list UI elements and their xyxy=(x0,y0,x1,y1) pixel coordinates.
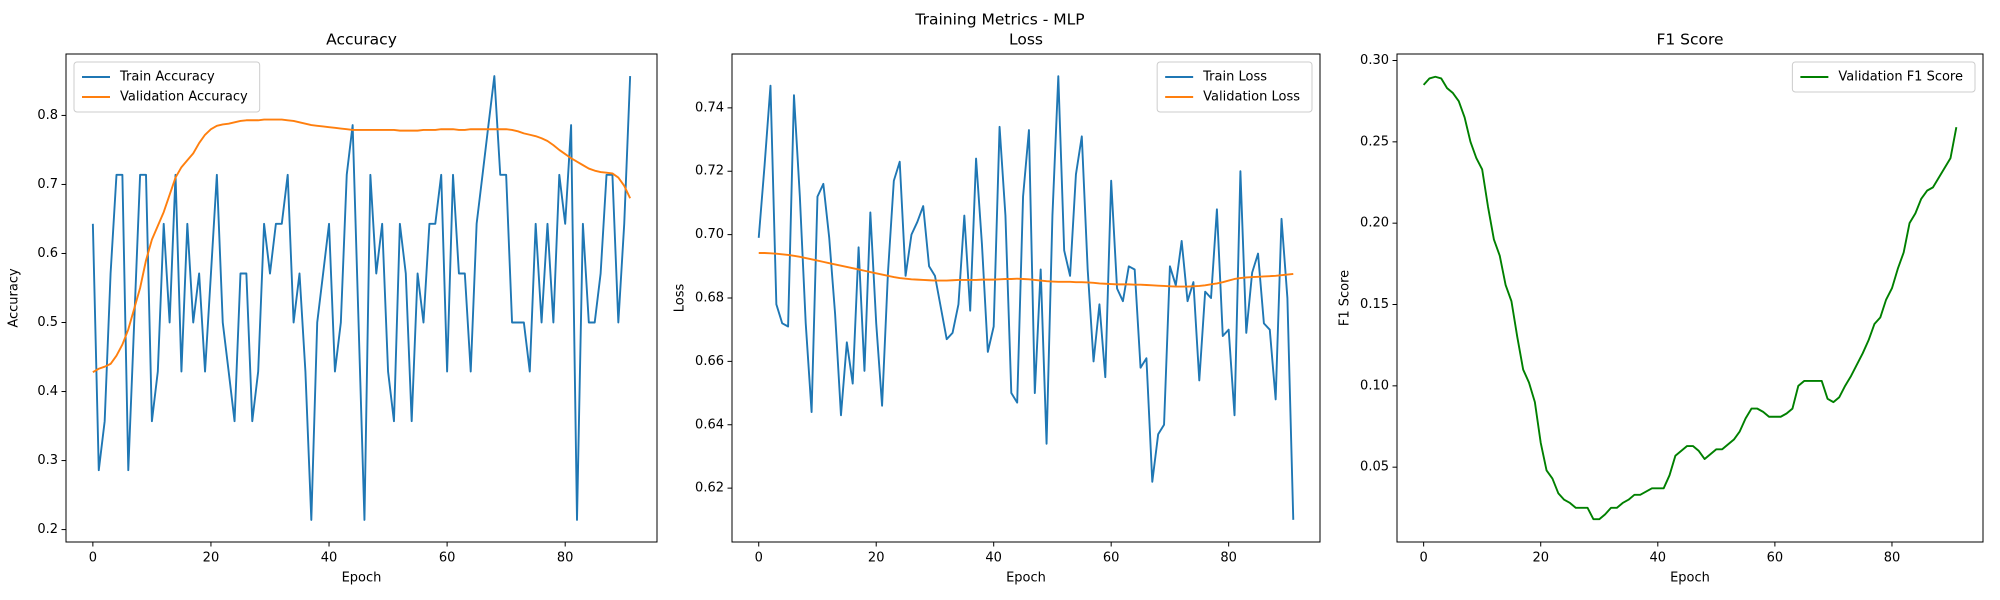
y-tick-label: 0.70 xyxy=(695,227,724,242)
y-tick-label: 0.68 xyxy=(695,291,724,306)
y-axis-label: F1 Score xyxy=(1338,270,1353,326)
legend-box xyxy=(1791,61,1976,93)
line xyxy=(1422,75,1958,521)
line xyxy=(91,75,632,521)
y-tick-label: 0.8 xyxy=(37,108,58,123)
x-tick-label: 40 xyxy=(985,551,1002,566)
subplot-title: F1 Score xyxy=(1656,31,1723,49)
x-tick-label: 20 xyxy=(203,551,220,566)
x-tick-label: 40 xyxy=(321,551,338,566)
plot-frame xyxy=(65,53,658,543)
legend-label: Train Loss xyxy=(1202,70,1267,85)
subplot-title: Loss xyxy=(1009,31,1043,49)
subplot-title: Accuracy xyxy=(326,31,397,49)
y-axis-label: Accuracy xyxy=(7,268,22,328)
line xyxy=(757,75,1295,520)
legend: Train Accuracy Validation Accuracy xyxy=(73,61,261,113)
y-tick-label: 0.66 xyxy=(695,354,724,369)
x-tick-label: 0 xyxy=(89,551,97,566)
y-axis-label: Loss xyxy=(673,284,688,313)
figure-title: Training Metrics - MLP xyxy=(914,11,1084,29)
plot-frame xyxy=(1396,53,1984,543)
y-tick-label: 0.3 xyxy=(37,453,58,468)
line xyxy=(758,252,1294,288)
x-tick-label: 0 xyxy=(1419,551,1427,566)
y-tick-label: 0.7 xyxy=(37,177,58,192)
legend-label: Validation Loss xyxy=(1203,90,1300,105)
legend-label: Validation F1 Score xyxy=(1838,70,1963,85)
x-tick-label: 60 xyxy=(1103,551,1120,566)
x-tick-label: 80 xyxy=(1220,551,1237,566)
x-tick-label: 80 xyxy=(557,551,574,566)
y-tick-label: 0.74 xyxy=(695,100,724,115)
x-tick-label: 40 xyxy=(1650,551,1667,566)
legend: Validation F1 Score xyxy=(1791,61,1976,93)
x-tick-label: 0 xyxy=(755,551,763,566)
x-tick-label: 60 xyxy=(1767,551,1784,566)
y-tick-label: 0.6 xyxy=(37,246,58,261)
y-tick-label: 0.2 xyxy=(37,522,58,537)
x-axis-label: Epoch xyxy=(1670,571,1710,586)
y-tick-label: 0.5 xyxy=(37,315,58,330)
x-axis-label: Epoch xyxy=(342,571,382,586)
y-tick-label: 0.20 xyxy=(1360,216,1389,231)
y-tick-label: 0.05 xyxy=(1360,460,1389,475)
y-tick-label: 0.15 xyxy=(1360,297,1389,312)
legend: Train Loss Validation Loss xyxy=(1156,61,1313,113)
legend-box xyxy=(73,61,261,113)
y-tick-label: 0.25 xyxy=(1360,134,1389,149)
legend-label: Validation Accuracy xyxy=(120,90,248,105)
y-tick-label: 0.72 xyxy=(695,164,724,179)
x-tick-label: 20 xyxy=(868,551,885,566)
legend-label: Train Accuracy xyxy=(119,70,215,85)
x-tick-label: 20 xyxy=(1532,551,1549,566)
x-tick-label: 60 xyxy=(439,551,456,566)
y-tick-label: 0.4 xyxy=(37,384,58,399)
x-axis-label: Epoch xyxy=(1006,571,1046,586)
y-tick-label: 0.30 xyxy=(1360,53,1389,68)
legend-box xyxy=(1156,61,1313,113)
plot-frame xyxy=(731,53,1321,543)
y-tick-label: 0.10 xyxy=(1360,378,1389,393)
line xyxy=(92,118,631,374)
y-tick-label: 0.64 xyxy=(695,417,724,432)
y-tick-label: 0.62 xyxy=(695,481,724,496)
x-tick-label: 80 xyxy=(1884,551,1901,566)
